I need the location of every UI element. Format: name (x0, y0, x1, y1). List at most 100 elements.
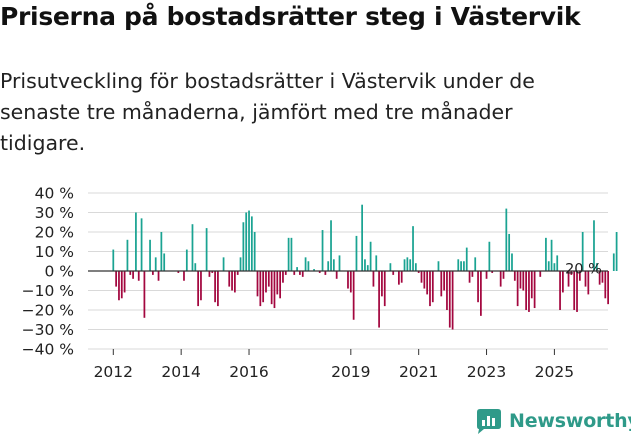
bar-negative (372, 271, 375, 287)
bar-negative (499, 271, 502, 287)
x-tick-label: 2021 (399, 363, 438, 381)
bar-negative (347, 271, 349, 289)
x-tick-label: 2025 (535, 363, 574, 381)
y-tick-label: −20 % (22, 302, 74, 320)
bar-negative (398, 271, 400, 285)
bar-negative (539, 271, 542, 277)
bar-positive (330, 220, 332, 271)
gridlines (88, 192, 608, 350)
bar-negative (262, 271, 265, 303)
bar-negative (284, 271, 287, 275)
bar-negative (279, 271, 281, 299)
newsworthy-chart-icon (477, 409, 501, 434)
y-tick-label: −40 % (22, 341, 74, 359)
x-tick-label: 2014 (161, 363, 200, 381)
x-axis-tick-labels: 2012 2014 2016 2019 2021 2023 2025 (94, 349, 574, 381)
bar-negative (559, 271, 561, 310)
bar-negative (567, 271, 570, 287)
bar-negative (335, 271, 338, 279)
bar-positive (505, 208, 508, 271)
bar-negative (183, 271, 185, 281)
bar-positive (474, 257, 477, 271)
bar-negative (426, 271, 429, 295)
bar-positive (248, 210, 250, 271)
y-tick-label: 40 % (35, 185, 74, 203)
bar-positive (361, 204, 363, 271)
bar-negative (217, 271, 219, 307)
bar-negative (562, 271, 564, 293)
bar-positive (612, 253, 615, 271)
bar-positive (205, 228, 208, 271)
bar-positive (465, 247, 468, 271)
bar-positive (412, 226, 414, 271)
bar-negative (132, 271, 134, 279)
bar-negative (228, 271, 231, 287)
bar-positive (488, 241, 491, 271)
bar-negative (528, 271, 530, 312)
bar-negative (378, 271, 380, 328)
bar-positive (457, 259, 460, 271)
bar-negative (259, 271, 262, 307)
bar-negative (157, 271, 160, 281)
bar-positive (406, 257, 409, 271)
bar-negative (256, 271, 259, 297)
bar-negative (177, 271, 180, 273)
bar-positive (185, 249, 188, 271)
annotations: 20 % (565, 262, 602, 278)
bar-positive (126, 239, 129, 271)
bar-positive (511, 253, 513, 271)
bar-negative (443, 271, 445, 291)
bar-negative (485, 271, 488, 279)
bar-negative (576, 271, 578, 312)
bar-negative (468, 271, 471, 283)
bar-positive (154, 257, 157, 271)
y-tick-label: 10 % (35, 243, 74, 261)
bar-positive (581, 232, 584, 271)
bar-negative (446, 271, 448, 310)
bar-negative (502, 271, 505, 279)
bars (112, 204, 618, 330)
bar-negative (381, 271, 383, 297)
bar-negative (522, 271, 525, 291)
bar-negative (276, 271, 279, 295)
bar-negative (471, 271, 474, 277)
bar-negative (120, 271, 123, 299)
bar-negative (383, 271, 386, 307)
bar-positive (364, 259, 366, 271)
bar-negative (115, 271, 117, 287)
bar-negative (318, 271, 321, 273)
bar-positive (460, 261, 462, 271)
bar-negative (584, 271, 587, 287)
bar-negative (293, 271, 296, 275)
x-tick-label: 2023 (467, 363, 506, 381)
bar-negative (270, 271, 273, 305)
bar-positive (290, 237, 293, 271)
bar-positive (321, 230, 324, 271)
bar-positive (332, 259, 335, 271)
y-tick-label: −30 % (22, 321, 74, 339)
bar-positive (369, 241, 372, 271)
bar-negative (604, 271, 607, 299)
bar-negative (429, 271, 431, 307)
bar-negative (480, 271, 482, 316)
bar-negative (200, 271, 202, 301)
bar-positive (313, 269, 315, 271)
bar-positive (112, 249, 115, 271)
bar-negative (299, 271, 301, 275)
bar-negative (533, 271, 536, 309)
bar-positive (222, 257, 225, 271)
bar-negative (324, 271, 327, 275)
bar-negative (129, 271, 132, 275)
bar-positive (296, 267, 298, 271)
bar-positive (553, 263, 556, 271)
bar-negative (607, 271, 609, 305)
bar-positive (556, 255, 559, 271)
bar-negative (214, 271, 216, 303)
bar-positive (463, 261, 465, 271)
bar-negative (578, 271, 581, 281)
bar-negative (267, 271, 270, 287)
bar-negative (301, 271, 304, 277)
bar-positive (253, 232, 256, 271)
bar-positive (389, 263, 392, 271)
